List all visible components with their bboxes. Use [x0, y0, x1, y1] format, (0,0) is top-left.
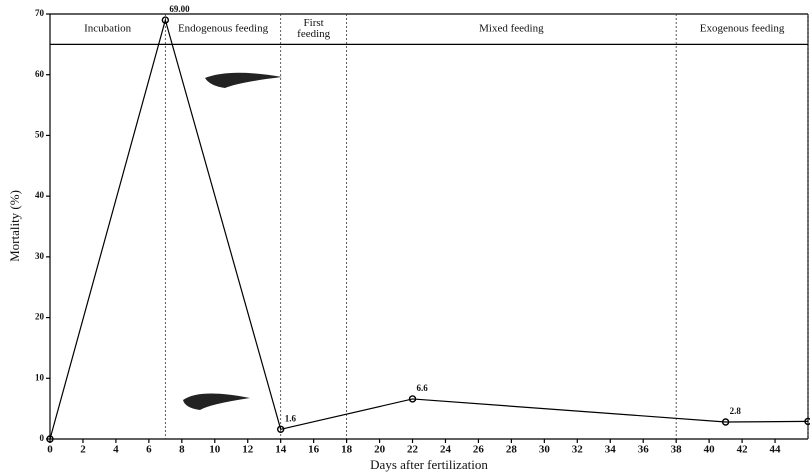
- x-axis-label: Days after fertilization: [370, 457, 488, 472]
- x-tick-label: 28: [506, 444, 518, 456]
- chart: Mortality (%) Days after fertilization 0…: [0, 0, 810, 475]
- y-tick-label: 50: [35, 129, 45, 139]
- stage-label: Exogenous feeding: [700, 23, 785, 35]
- y-tick-label: 20: [35, 312, 45, 322]
- value-label: 2.8: [730, 406, 742, 416]
- x-tick-label: 4: [113, 444, 119, 456]
- x-tick-label: 8: [179, 444, 185, 456]
- y-tick-label: 60: [35, 69, 45, 79]
- x-tick-label: 20: [374, 444, 386, 456]
- x-tick-label: 44: [770, 444, 782, 456]
- stage-label: Endogenous feeding: [178, 23, 269, 35]
- x-tick-label: 30: [539, 444, 551, 456]
- value-label: 69.00: [169, 4, 190, 14]
- y-tick-label: 30: [35, 251, 45, 261]
- x-tick-label: 40: [704, 444, 716, 456]
- stage-label: Mixed feeding: [479, 23, 544, 35]
- x-tick-label: 36: [638, 444, 650, 456]
- page: {"chart_data":{"type":"line","x_label":"…: [0, 0, 810, 475]
- x-tick-label: 10: [209, 444, 221, 456]
- value-label: 6.6: [417, 383, 429, 393]
- x-tick-label: 14: [275, 444, 287, 456]
- x-tick-label: 6: [146, 444, 152, 456]
- x-tick-label: 32: [572, 444, 584, 456]
- fish-icon: [183, 73, 282, 410]
- y-axis-label: Mortality (%): [7, 190, 22, 262]
- x-tick-label: 18: [341, 444, 353, 456]
- y-tick-label: 0: [40, 433, 45, 443]
- y-tick-label: 70: [35, 8, 45, 18]
- x-tick-label: 2: [80, 444, 86, 456]
- x-tick-label: 22: [407, 444, 419, 456]
- x-tick-label: 0: [47, 444, 53, 456]
- x-tick-label: 42: [737, 444, 749, 456]
- x-tick-label: 24: [440, 444, 452, 456]
- x-tick-label: 38: [671, 444, 683, 456]
- y-tick-label: 10: [35, 372, 45, 382]
- y-tick-label: 40: [35, 190, 45, 200]
- data-line: [50, 20, 808, 439]
- x-tick-label: 16: [308, 444, 320, 456]
- x-tick-label: 12: [242, 444, 254, 456]
- value-label: 1.6: [285, 413, 297, 423]
- x-tick-label: 26: [473, 444, 485, 456]
- stage-label: Incubation: [84, 23, 132, 35]
- stage-label: feeding: [297, 28, 330, 40]
- x-tick-label: 34: [605, 444, 617, 456]
